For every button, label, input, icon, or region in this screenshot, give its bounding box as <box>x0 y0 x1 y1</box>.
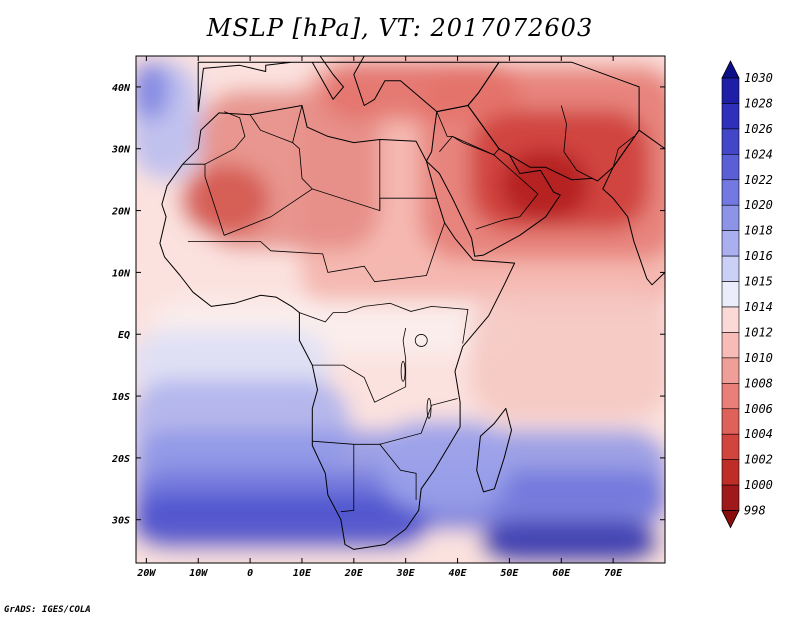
colorbar-label: 1015 <box>744 275 773 289</box>
country-borders <box>182 105 635 513</box>
lat-tick-label: 40N <box>112 83 131 94</box>
colorbar-label: 1000 <box>744 478 773 492</box>
latitude-axis: 40N 30N 20N 10N EQ 10S 20S 30S <box>111 83 665 527</box>
map-frame <box>135 55 666 564</box>
colorbar-label: 1026 <box>744 122 773 136</box>
india-coast <box>602 129 665 286</box>
colorbar-box <box>721 357 740 384</box>
lat-tick-label: 20N <box>111 207 131 218</box>
lake-outline <box>400 360 406 382</box>
border-line <box>204 111 246 165</box>
border-line <box>312 327 407 403</box>
africa-coast <box>159 105 516 550</box>
colorbar-box <box>721 459 740 486</box>
colorbar-box <box>721 484 740 511</box>
colorbar: 1030 1028 1026 1024 1022 1020 1018 1016 1015 1014… <box>721 60 773 529</box>
colorbar-box <box>721 281 740 308</box>
colorbar-box <box>721 154 740 181</box>
lat-tick-label: 10S <box>112 392 130 403</box>
colorbar-bottom-arrow <box>721 510 740 529</box>
lon-tick-label: 50E <box>500 568 519 579</box>
lat-tick-label: EQ <box>118 330 130 341</box>
colorbar-box <box>721 230 740 257</box>
border-line <box>379 444 417 500</box>
colorbar-label: 1014 <box>744 300 773 314</box>
chart-title: MSLP [hPa], VT: 2017072603 <box>206 14 594 42</box>
border-line <box>439 135 539 230</box>
lon-tick-label: 0 <box>247 568 253 579</box>
border-line <box>560 105 593 179</box>
colorbar-label: 1002 <box>744 453 773 467</box>
border-line <box>187 222 445 283</box>
colorbar-box <box>721 204 740 231</box>
lat-tick-label: 20S <box>111 454 130 465</box>
lon-tick-label: 60E <box>552 568 571 579</box>
grads-credit: GrADS: IGES/COLA <box>4 605 91 615</box>
lat-tick-label: 10N <box>112 268 131 279</box>
colorbar-top-arrow <box>721 60 740 79</box>
colorbar-box <box>721 408 740 435</box>
colorbar-label: 1004 <box>744 427 773 441</box>
lat-tick-label: 30N <box>111 145 131 156</box>
colorbar-label: 1012 <box>744 325 773 339</box>
border-line <box>612 136 635 168</box>
lon-tick-label: 10W <box>189 568 208 579</box>
lat-tick-label: 30S <box>111 516 130 527</box>
border-line <box>340 444 355 513</box>
colorbar-label: 1016 <box>744 249 773 263</box>
colorbar-label: 1020 <box>744 198 773 212</box>
colorbar-label: 1018 <box>744 224 773 238</box>
border-line <box>312 398 458 445</box>
colorbar-label: 1010 <box>744 351 773 365</box>
lon-tick-label: 20W <box>136 568 156 579</box>
colorbar-label: 998 <box>744 504 766 518</box>
lon-tick-label: 20E <box>344 568 364 579</box>
colorbar-label: 1022 <box>744 173 773 187</box>
colorbar-box <box>721 433 740 460</box>
colorbar-label: 1028 <box>744 96 773 110</box>
longitude-axis: 20W 10W 0 10E 20E 30E 40E 50E 60E 70E <box>136 56 623 579</box>
border-line <box>292 105 313 190</box>
colorbar-box <box>721 103 740 130</box>
lake-outline <box>414 334 428 347</box>
colorbar-box <box>721 128 740 155</box>
border-line <box>299 302 469 344</box>
border-line <box>249 114 293 143</box>
colorbar-label: 1006 <box>744 402 773 416</box>
lake-outline <box>426 398 432 419</box>
colorbar-box <box>721 383 740 410</box>
lon-tick-label: 70E <box>604 568 623 579</box>
colorbar-label: 1030 <box>744 71 773 85</box>
lon-tick-label: 10E <box>293 568 312 579</box>
colorbar-label: 1024 <box>744 147 773 161</box>
colorbar-box <box>721 306 740 333</box>
colorbar-box <box>721 77 740 104</box>
lon-tick-label: 30E <box>396 568 416 579</box>
lon-tick-label: 40E <box>449 568 468 579</box>
colorbar-box <box>721 179 740 206</box>
madagascar-coast <box>476 407 512 493</box>
border-line <box>436 111 500 156</box>
colorbar-box <box>721 255 740 282</box>
colorbar-label: 1008 <box>744 376 773 390</box>
colorbar-box <box>721 332 740 359</box>
